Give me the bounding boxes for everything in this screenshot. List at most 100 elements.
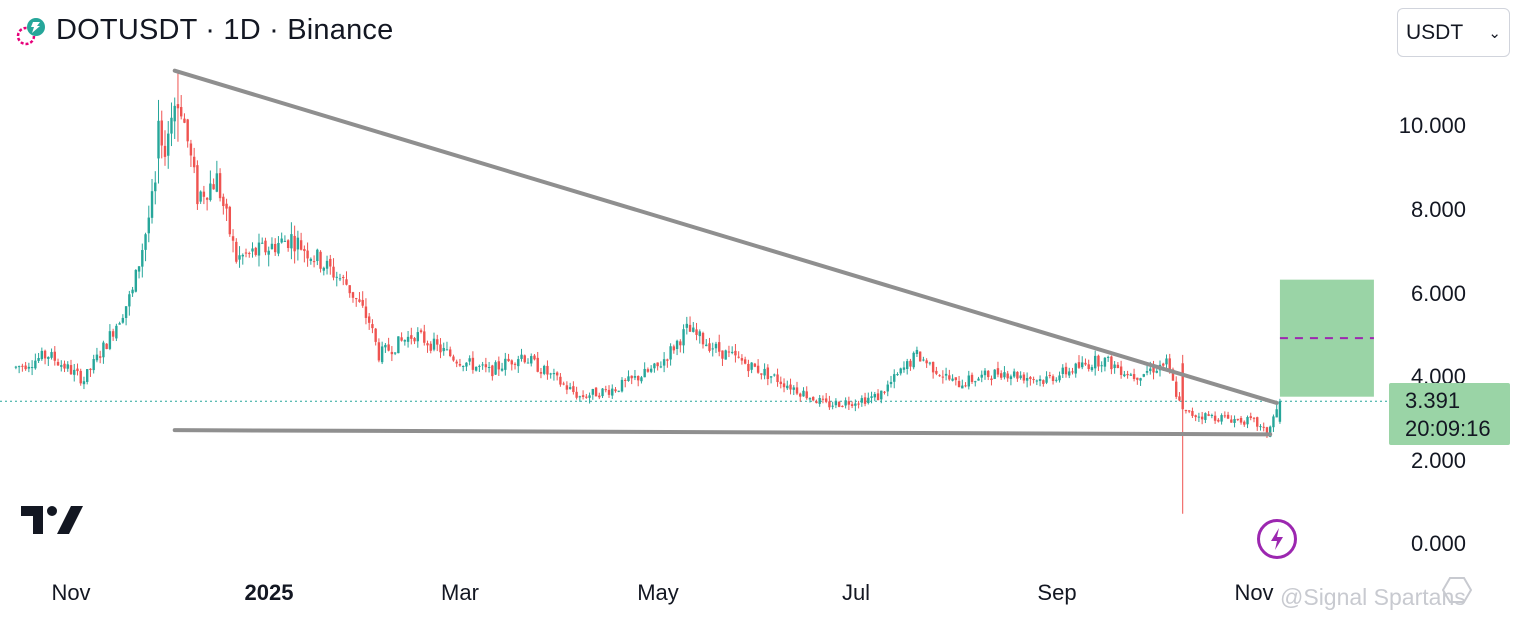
candle-body: [850, 404, 854, 406]
x-tick-2025: 2025: [244, 580, 294, 605]
candle-body: [1275, 409, 1278, 418]
candle-body: [471, 357, 475, 370]
y-tick-2: 2.000: [1410, 448, 1466, 473]
candle-body: [598, 395, 601, 398]
candle-body: [1184, 409, 1188, 412]
candle-body: [1165, 358, 1168, 365]
candle-body: [316, 249, 319, 262]
candle-body: [987, 370, 990, 378]
candle-body: [1106, 356, 1110, 358]
candle-body: [795, 387, 799, 394]
candle-body: [756, 365, 760, 373]
bolt-icon[interactable]: [1256, 518, 1298, 565]
candle-body: [1197, 416, 1201, 418]
candle-body: [1236, 418, 1239, 420]
candle-body: [134, 269, 138, 292]
candle-body: [970, 374, 974, 382]
candle-body: [53, 351, 56, 361]
candle-body: [1194, 415, 1197, 418]
candle-body: [899, 368, 902, 374]
candle-body: [215, 173, 219, 192]
candle-body: [1126, 373, 1129, 376]
candle-body: [912, 352, 915, 368]
candle-body: [1009, 376, 1013, 380]
candle-body: [1223, 415, 1227, 417]
candle-body: [880, 390, 883, 400]
candle-body: [941, 376, 945, 378]
candle-body: [889, 381, 893, 385]
candle-body: [468, 358, 471, 362]
candle-body: [380, 346, 384, 363]
candle-body: [1243, 421, 1246, 425]
candle-body: [1006, 373, 1009, 379]
candle-body: [387, 344, 390, 351]
candle-body: [523, 355, 526, 363]
candle-body: [1055, 379, 1058, 381]
candle-body: [818, 397, 821, 404]
candle-body: [37, 357, 40, 361]
candle-body: [131, 289, 134, 294]
candle-body: [40, 350, 44, 360]
candle-body: [79, 370, 82, 384]
x-tick-may: May: [637, 580, 679, 605]
candle-body: [653, 363, 656, 369]
candle-body: [789, 384, 792, 390]
candle-body: [510, 360, 513, 365]
candle-body: [413, 338, 416, 342]
candle-body: [711, 348, 714, 350]
chevron-down-icon: ⌄: [1488, 24, 1501, 42]
candle-body: [141, 250, 144, 267]
candle-body: [335, 276, 338, 278]
candle-body: [212, 184, 215, 190]
candle-body: [909, 360, 912, 367]
candle-body: [1256, 417, 1259, 427]
candle-body: [111, 331, 115, 337]
candle-body: [974, 381, 977, 383]
candle-body: [685, 323, 689, 328]
candle-body: [374, 328, 377, 342]
candle-body: [1168, 358, 1171, 371]
candle-body: [89, 368, 92, 370]
candle-body: [400, 337, 403, 341]
candle-body: [928, 362, 932, 364]
candle-body: [925, 360, 928, 364]
candle-body: [238, 255, 241, 260]
candle-body: [115, 325, 118, 339]
candle-body: [977, 378, 980, 381]
candle-body: [656, 362, 659, 367]
candle-body: [218, 173, 222, 199]
candle-body: [504, 358, 507, 370]
y-tick-0: 0.000: [1410, 531, 1466, 556]
candle-body: [254, 247, 257, 255]
candle-body: [1149, 368, 1152, 372]
candle-body: [436, 339, 439, 345]
candle-body: [565, 385, 569, 390]
candle-body: [620, 379, 624, 392]
trendline-descending-resistance[interactable]: [172, 68, 1279, 405]
candle-body: [906, 361, 909, 369]
candle-body: [821, 398, 825, 400]
current-price-value: 3.391: [1405, 388, 1461, 413]
candle-body: [721, 350, 724, 359]
candle-body: [513, 363, 517, 365]
candle-body: [1217, 419, 1220, 422]
symbol-title: DOTUSDT · 1D · Binance: [56, 14, 394, 46]
candle-body: [500, 368, 504, 371]
candle-body: [63, 363, 66, 369]
candle-body: [779, 381, 782, 385]
candle-body: [698, 331, 701, 337]
candle-body: [1278, 401, 1282, 422]
candle-body: [724, 350, 727, 360]
candle-body: [419, 330, 423, 333]
trendline-horizontal-support[interactable]: [172, 428, 1273, 437]
candle-body: [199, 191, 202, 202]
candle-body: [186, 119, 189, 142]
candle-body: [1012, 371, 1016, 377]
candle-body: [481, 364, 484, 366]
tradingview-logo-icon[interactable]: [21, 504, 83, 541]
candle-body: [857, 403, 860, 405]
candle-body: [410, 335, 413, 339]
candle-body: [1155, 370, 1158, 373]
currency-select[interactable]: USDT ⌄: [1397, 8, 1510, 57]
